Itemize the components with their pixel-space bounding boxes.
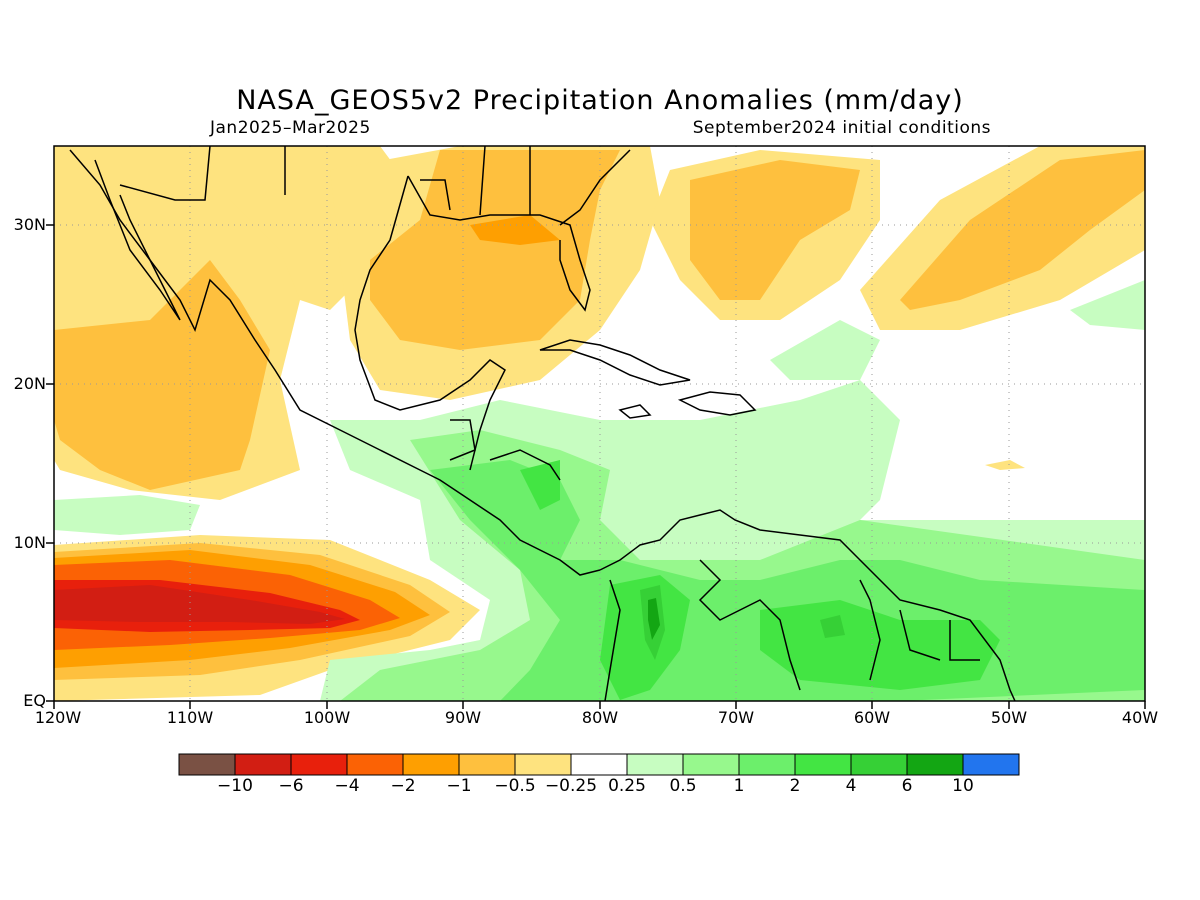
initial-conditions: September2024 initial conditions [692,118,991,138]
dry-anomaly-areas [54,146,1145,701]
coastline-us-gulf [407,175,591,312]
colorbar-swatch [738,753,796,776]
coastline-baja [94,159,181,321]
colorbar-label: 6 [901,776,913,796]
colorbar-label: 4 [845,776,857,796]
coastline-colombia-pacific [604,579,621,701]
dry-region-east-atlantic-small [985,460,1025,470]
colorbar-label: −0.25 [544,776,598,796]
colorbar-swatch [626,753,684,776]
wet-region-guianas-core [820,615,845,638]
y-tick-30n: 30N [13,215,46,234]
coastline-mexico-pacific [69,149,601,576]
x-tick-70w: 70W [717,708,755,727]
wet-region-itcz-west [54,495,200,535]
colorbar-swatch [178,753,236,776]
x-tick-40w: 40W [1121,708,1159,727]
x-tick-80w: 80W [581,708,619,727]
dry-region-eastern-pacific-mid [54,260,270,490]
coastlines [69,146,1016,701]
coastline-hispaniola [677,391,757,416]
colorbar-swatch [962,753,1020,776]
wet-region-colombia [520,460,560,510]
colorbar-label: 10 [952,776,974,796]
colorbar-swatch [290,753,348,776]
dry-region-gulf-core [370,150,620,350]
colorbar-label: 2 [789,776,801,796]
colorbar-label: −4 [334,776,360,796]
colorbar-label: 0.5 [669,776,697,796]
colorbar-label: −1 [446,776,472,796]
border-central-america [449,419,561,481]
border-us-states [284,146,531,216]
wet-anomaly-areas [54,280,1145,701]
coastline-cuba [539,339,691,386]
colorbar-swatch [346,753,404,776]
coastline-south-america [599,509,1016,701]
y-tick-eq: EQ [23,691,46,710]
colorbar-swatch [682,753,740,776]
colorbar-label: −0.5 [494,776,536,796]
colorbar-label: 0.25 [608,776,646,796]
border-guianas [859,579,980,681]
colorbar-swatch [906,753,964,776]
forecast-period: Jan2025–Mar2025 [210,118,371,138]
colorbar-swatch [234,753,292,776]
colorbar [178,753,1020,776]
dry-region-north-atlantic-core [690,160,860,300]
dry-region-gulf-inner [470,215,560,245]
tick-marks [46,224,1146,709]
y-tick-20n: 20N [13,374,46,393]
colorbar-swatch [514,753,572,776]
x-tick-50w: 50W [990,708,1028,727]
border-venezuela [698,559,801,691]
wet-region-colombia-extreme [648,598,660,640]
wet-region-atlantic-patch [1070,280,1145,330]
x-tick-120w: 120W [34,708,82,727]
dry-region-central-atlantic-core [900,150,1145,310]
coastline-florida [559,149,631,226]
coastline-gulf [354,175,506,471]
x-tick-60w: 60W [853,708,891,727]
x-tick-100w: 100W [303,708,351,727]
border-us-mexico [119,146,211,201]
wet-region-guianas [760,600,1000,690]
colorbar-swatch [402,753,460,776]
colorbar-label: −2 [390,776,416,796]
dry-tongue-core [54,585,345,624]
colorbar-label: −10 [217,776,253,796]
colorbar-swatch [794,753,852,776]
x-tick-90w: 90W [444,708,482,727]
x-tick-110w: 110W [166,708,214,727]
colorbar-swatch [458,753,516,776]
colorbar-swatch [570,753,628,776]
colorbar-label: −6 [278,776,304,796]
coastline-jamaica [618,404,652,419]
chart-title: NASA_GEOS5v2 Precipitation Anomalies (mm… [236,85,964,116]
y-tick-10n: 10N [13,533,46,552]
colorbar-label: 1 [733,776,745,796]
wet-region-atlantic-patch2 [770,320,880,380]
colorbar-swatch [850,753,908,776]
